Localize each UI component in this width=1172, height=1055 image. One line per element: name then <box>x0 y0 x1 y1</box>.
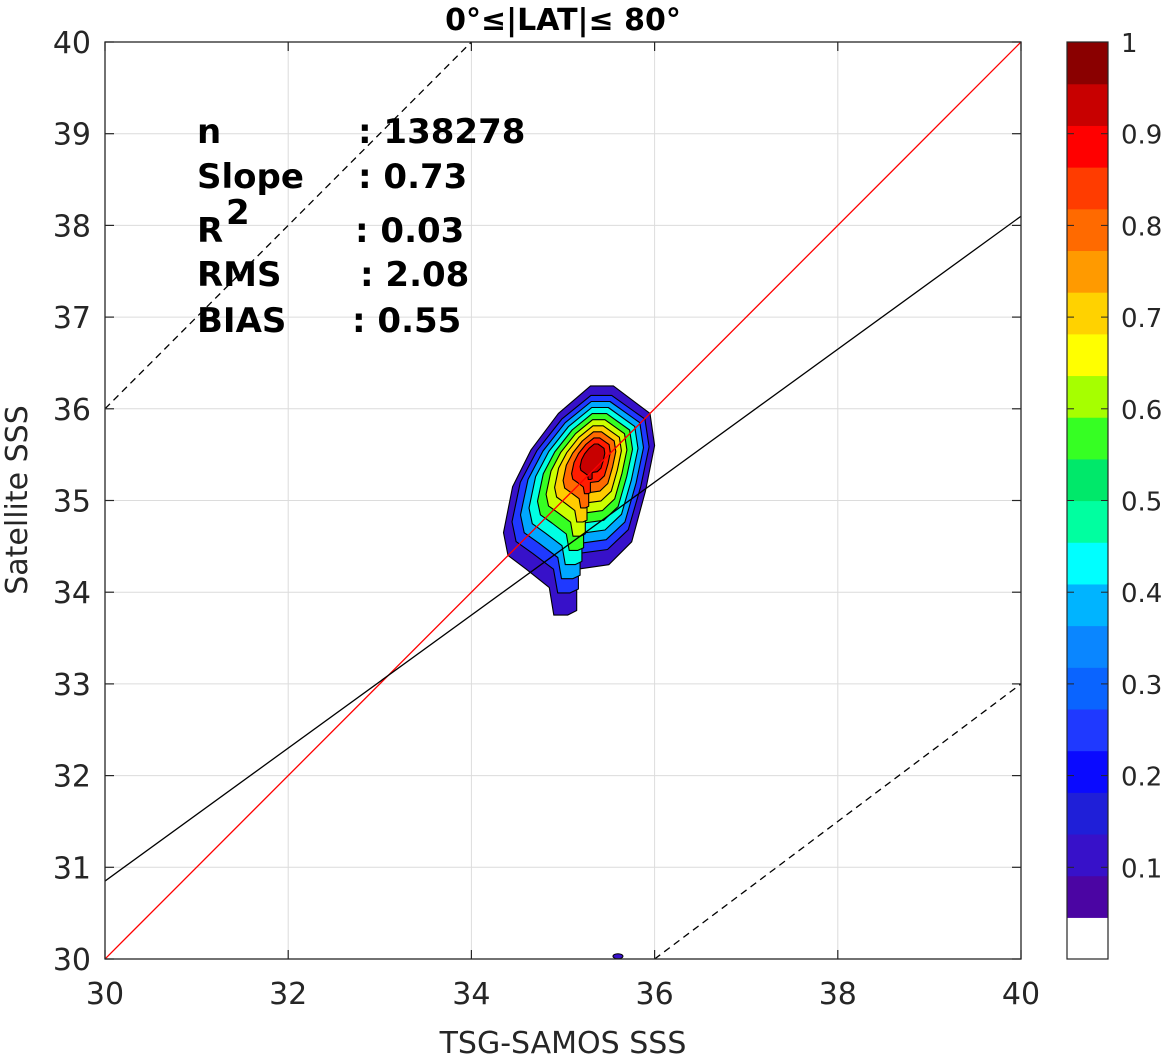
colorbar-tick-label: 0.6 <box>1121 396 1162 426</box>
colorbar-tick-label: 0.9 <box>1121 121 1162 151</box>
colorbar-segment <box>1067 667 1108 710</box>
stat-label: n <box>197 112 221 152</box>
y-tick-label: 34 <box>53 576 91 611</box>
x-tick-label: 36 <box>636 977 674 1012</box>
one-to-one-line <box>105 42 1021 959</box>
y-tick-label: 35 <box>53 485 91 520</box>
colorbar-segment <box>1067 42 1108 85</box>
colorbar-segment <box>1067 542 1108 585</box>
stat-label: RMS <box>197 255 282 295</box>
y-tick-label: 36 <box>53 393 91 428</box>
colorbar-segment <box>1067 333 1108 377</box>
colorbar-segment <box>1067 292 1108 335</box>
colorbar-tick-label: 1 <box>1121 29 1138 59</box>
colorbar-segment <box>1067 83 1108 126</box>
axis-ticks: 30 32 34 36 38 40 30 31 32 33 34 35 36 37 38 39 40 <box>53 26 1040 1012</box>
x-axis-title: TSG-SAMOS SSS <box>439 1026 687 1055</box>
chart-title: 0°≤|LAT|≤ 80° <box>445 3 681 38</box>
colorbar-segment <box>1067 417 1108 460</box>
colorbar-tick-label: 0.4 <box>1121 579 1162 609</box>
colorbar-segment <box>1067 583 1108 627</box>
x-tick-label: 32 <box>269 977 307 1012</box>
y-tick-label: 32 <box>53 760 91 795</box>
colorbar-tick-label: 0.3 <box>1121 671 1162 701</box>
x-tick-label: 38 <box>819 977 857 1012</box>
colorbar-tick-label: 0.7 <box>1121 304 1162 334</box>
y-tick-label: 33 <box>53 668 91 703</box>
colorbar-segment <box>1067 250 1108 293</box>
y-tick-label: 31 <box>53 851 91 886</box>
colorbar-segment <box>1067 375 1108 418</box>
reference-lines <box>105 42 1021 959</box>
statistics-annotation: n : 138278 Slope : 0.73 R 2 : 0.03 RMS : 2.08 BIA… <box>197 112 525 341</box>
stat-value: : 0.03 <box>355 211 464 251</box>
colorbar-segment <box>1067 708 1108 752</box>
colorbar-segment <box>1067 917 1108 960</box>
colorbar: 0.1 0.2 0.3 0.4 0.5 0.6 0.7 0.8 0.9 1 <box>1066 29 1162 960</box>
stat-value: : 0.55 <box>352 301 461 341</box>
colorbar-segment <box>1067 875 1108 918</box>
y-tick-label: 39 <box>53 118 91 153</box>
stat-label: BIAS <box>197 301 286 341</box>
colorbar-tick-label: 0.8 <box>1121 212 1162 242</box>
colorbar-segment <box>1067 625 1108 668</box>
y-tick-label: 40 <box>53 26 91 61</box>
contour-small-region <box>612 953 624 959</box>
colorbar-segment <box>1067 833 1108 877</box>
y-tick-label: 30 <box>53 943 91 978</box>
stat-value: : 138278 <box>358 112 525 152</box>
colorbar-segment <box>1067 458 1108 502</box>
x-tick-label: 40 <box>1002 977 1040 1012</box>
x-tick-label: 30 <box>86 977 124 1012</box>
colorbar-segment <box>1067 792 1108 835</box>
stat-label-superscript: 2 <box>226 193 250 233</box>
upper-bound-line <box>105 42 472 410</box>
y-axis-title: Satellite SSS <box>0 405 35 595</box>
colorbar-tick-label: 0.2 <box>1121 763 1162 793</box>
regression-line <box>105 215 1021 882</box>
colorbar-segment <box>1067 208 1108 252</box>
x-tick-label: 34 <box>452 977 490 1012</box>
y-tick-label: 37 <box>53 301 91 336</box>
stat-label: R <box>197 211 223 251</box>
colorbar-tick-label: 0.5 <box>1121 488 1162 518</box>
colorbar-segment <box>1067 500 1108 543</box>
colorbar-tick-label: 0.1 <box>1121 854 1162 884</box>
stat-value: : 2.08 <box>360 255 469 295</box>
density-contours <box>502 385 656 959</box>
lower-bound-line <box>654 683 1021 959</box>
stat-value: : 0.73 <box>358 157 467 197</box>
colorbar-segment <box>1067 125 1108 168</box>
y-tick-label: 38 <box>53 209 91 244</box>
colorbar-segment <box>1067 167 1108 210</box>
stat-label: Slope <box>197 157 304 197</box>
colorbar-segment <box>1067 750 1108 793</box>
